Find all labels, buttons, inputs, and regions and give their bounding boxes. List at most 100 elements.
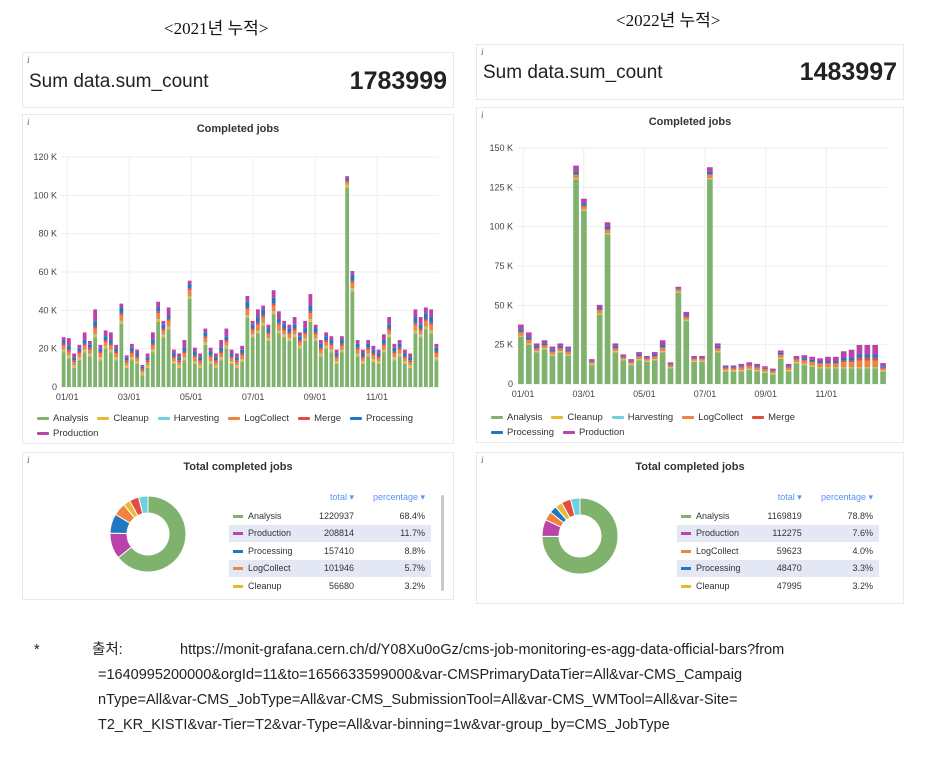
completed-jobs-panel-2022[interactable]: i Completed jobs 0 25 K 50 K 75 K 100 K 125 K… — [476, 107, 904, 443]
bar-segment-production — [308, 294, 313, 306]
bar-segment-analysis — [308, 321, 313, 387]
legend-item-analysis[interactable]: Analysis — [37, 411, 88, 426]
legend-item-cleanup[interactable]: Cleanup — [551, 410, 603, 425]
bar-segment-cleanup — [770, 373, 776, 375]
source-url-line[interactable]: nType=All&var-CMS_JobType=All&var-CMS_Su… — [98, 692, 738, 708]
source-url-line[interactable]: T2_KR_KISTI&var-Tier=T2&var-Type=All&var… — [98, 717, 670, 733]
table-row[interactable]: Cleanup 56680 3.2% — [229, 577, 431, 595]
table-row[interactable]: LogCollect 59623 4.0% — [677, 542, 879, 560]
bar-segment-processing — [371, 349, 376, 354]
stat-panel-2022[interactable]: i Sum data.sum_count 1483997 — [476, 44, 904, 100]
table-row[interactable]: Cleanup 47995 3.2% — [677, 577, 879, 595]
bar-segment-production — [345, 176, 350, 179]
header-total[interactable]: total ▾ — [777, 492, 802, 502]
info-icon[interactable]: i — [27, 117, 30, 127]
total-jobs-panel-2022[interactable]: i Total completed jobs total ▾ percentage… — [476, 452, 904, 604]
row-name: Cleanup — [677, 577, 757, 595]
bar-segment-processing — [762, 367, 768, 369]
info-icon[interactable]: i — [27, 55, 30, 65]
bar-segment-processing — [691, 357, 697, 359]
legend-item-cleanup[interactable]: Cleanup — [97, 411, 149, 426]
pie-title: Total completed jobs — [183, 461, 293, 473]
legend-swatch — [682, 416, 695, 419]
legend-item-processing[interactable]: Processing — [350, 411, 413, 426]
bar-segment-processing — [376, 353, 381, 357]
legend-swatch — [681, 514, 691, 518]
scrollbar[interactable] — [441, 495, 444, 591]
bar-segment-processing — [87, 344, 92, 348]
bar-segment-processing — [250, 324, 255, 329]
x-tick-label: 07/01 — [694, 389, 717, 399]
header-total[interactable]: total ▾ — [329, 492, 354, 502]
legend-item-production[interactable]: Production — [37, 426, 98, 441]
bar-segment-processing — [208, 351, 213, 356]
legend-item-merge[interactable]: Merge — [298, 411, 341, 426]
info-icon[interactable]: i — [27, 455, 30, 465]
bar-segment-merge — [140, 368, 145, 371]
bar-segment-processing — [177, 357, 182, 361]
bar-segment-harvesting — [434, 357, 439, 359]
info-icon[interactable]: i — [481, 110, 484, 120]
legend-item-logcollect[interactable]: LogCollect — [682, 410, 743, 425]
legend-item-harvesting[interactable]: Harvesting — [157, 411, 219, 426]
legend-item-harvesting[interactable]: Harvesting — [611, 410, 673, 425]
legend-item-processing[interactable]: Processing — [491, 425, 554, 440]
row-label: Analysis — [696, 510, 730, 521]
table-row[interactable]: Processing 157410 8.8% — [229, 542, 431, 560]
chart-title: Completed jobs — [196, 123, 280, 135]
bar-segment-analysis — [276, 333, 281, 387]
bar-segment-cleanup — [429, 331, 434, 334]
header-percentage[interactable]: percentage ▾ — [372, 492, 425, 502]
completed-jobs-panel-2021[interactable]: i Completed jobs 0 20 K 40 K 60 K 80 K 100 K 1… — [22, 114, 454, 444]
bar-segment-cleanup — [549, 354, 556, 356]
table-row[interactable]: Analysis 1169819 78.8% — [677, 507, 879, 525]
source-url-line[interactable]: =1640995200000&orgId=11&to=1656633599000… — [98, 667, 743, 683]
bar-segment-merge — [387, 328, 392, 331]
bar-segment-production — [541, 340, 548, 344]
bar-segment-processing — [192, 351, 197, 356]
bar-segment-logcollect — [408, 362, 413, 365]
bar-segment-merge — [98, 351, 103, 354]
legend-item-analysis[interactable]: Analysis — [491, 410, 542, 425]
bar-segment-cleanup — [324, 346, 329, 349]
bar-segment-production — [297, 332, 302, 337]
bar-segment-logcollect — [667, 365, 674, 367]
table-row[interactable]: Production 112275 7.6% — [677, 524, 879, 542]
bar-segment-processing — [182, 347, 187, 352]
bar-segment-production — [276, 311, 281, 319]
bar-segment-harvesting — [360, 361, 365, 363]
bar-segment-analysis — [777, 358, 784, 384]
total-jobs-panel-2021[interactable]: i Total completed jobs total ▾ percentage… — [22, 452, 454, 600]
header-percentage[interactable]: percentage ▾ — [820, 492, 873, 502]
table-row[interactable]: Processing 48470 3.3% — [677, 559, 879, 577]
bar-segment-production — [366, 340, 371, 344]
bar-segment-harvesting — [276, 330, 281, 332]
info-icon[interactable]: i — [481, 47, 484, 57]
info-icon[interactable]: i — [481, 455, 484, 465]
bar-segment-cleanup — [266, 339, 271, 341]
source-url-line[interactable]: https://monit-grafana.cern.ch/d/Y08Xu0oG… — [180, 642, 785, 658]
stat-panel-2021[interactable]: i Sum data.sum_count 1783999 — [22, 52, 454, 108]
bar-segment-cleanup — [261, 323, 266, 326]
bar-segment-analysis — [628, 365, 634, 384]
bar-segment-processing — [817, 361, 823, 364]
bar-segment-processing — [245, 301, 250, 308]
bar-segment-harvesting — [198, 364, 203, 366]
legend-label: Merge — [768, 412, 796, 423]
legend-label: Cleanup — [113, 413, 149, 424]
legend-item-production[interactable]: Production — [563, 425, 624, 440]
legend-item-logcollect[interactable]: LogCollect — [228, 411, 289, 426]
bar-segment-processing — [119, 307, 124, 314]
table-row[interactable]: Analysis 1220937 68.4% — [229, 507, 431, 525]
bar-segment-logcollect — [864, 360, 871, 367]
bar-segment-logcollect — [156, 313, 161, 319]
bar-segment-production — [114, 344, 119, 349]
bar-segment-harvesting — [156, 318, 161, 320]
table-row[interactable]: Production 208814 11.7% — [229, 524, 431, 542]
bar-segment-production — [376, 349, 381, 354]
legend-item-merge[interactable]: Merge — [752, 410, 795, 425]
bar-segment-processing — [581, 203, 587, 206]
bar-segment-harvesting — [339, 349, 344, 351]
table-row[interactable]: LogCollect 101946 5.7% — [229, 559, 431, 577]
bar-segment-logcollect — [266, 334, 271, 339]
